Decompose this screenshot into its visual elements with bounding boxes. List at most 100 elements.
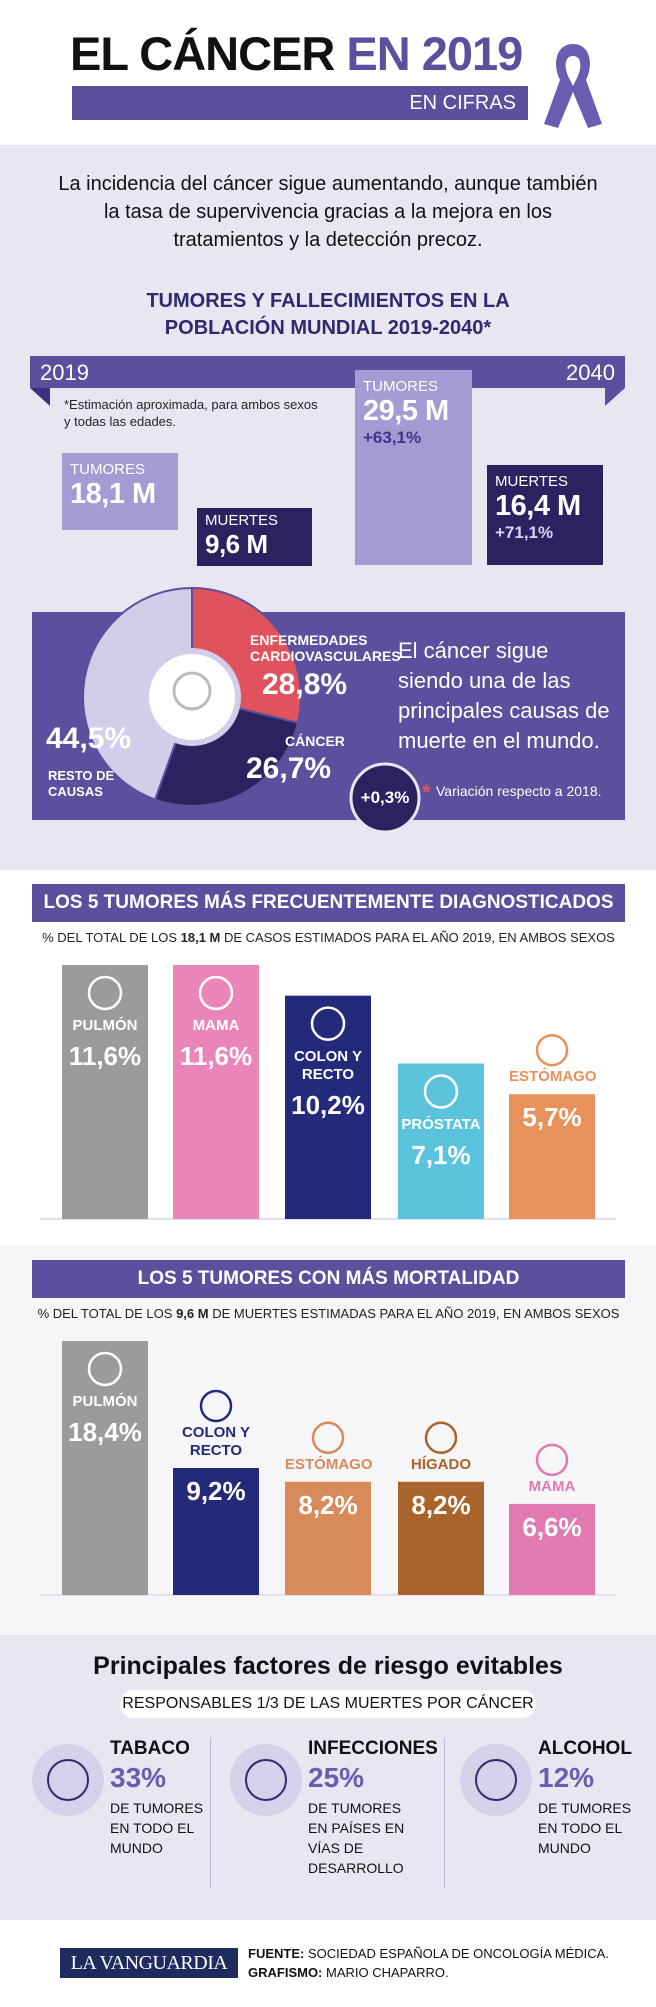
bar-value-label: 5,7% bbox=[522, 1102, 582, 1133]
bar-category: PRÓSTATA bbox=[401, 1115, 481, 1133]
bar-value-label: 9,2% bbox=[186, 1476, 246, 1506]
bar-value-label: 7,1% bbox=[411, 1139, 471, 1170]
change-note: Variación respecto a 2018. bbox=[436, 783, 602, 799]
bar bbox=[62, 965, 148, 1219]
bar-category: MAMA bbox=[192, 1017, 240, 1034]
subtitle-bold: 18,1 M bbox=[180, 930, 221, 945]
organ-icon bbox=[423, 1074, 459, 1109]
title-main: EL CÁNCER bbox=[70, 27, 335, 80]
chart-subtitle: % DEL TOTAL DE LOS 18,1 M DE CASOS ESTIM… bbox=[32, 930, 625, 945]
bar-category: PULMÓN bbox=[72, 1393, 138, 1410]
divider bbox=[444, 1738, 445, 1888]
bar-value-label: 8,2% bbox=[298, 1489, 358, 1520]
timeline-band bbox=[30, 356, 625, 406]
box-tumores-2040: TUMORES 29,5 M +63,1% bbox=[355, 370, 472, 565]
bar-category: ESTÓMAGO bbox=[285, 1455, 373, 1473]
subtitle-part: DE CASOS ESTIMADOS PARA EL AÑO 2019, EN … bbox=[224, 930, 615, 945]
pie-value-label: 44,5% bbox=[46, 722, 132, 755]
pie-value-label: 26,7% bbox=[246, 752, 332, 785]
subtitle: EN CIFRAS bbox=[409, 92, 516, 114]
title: EL CÁNCER EN 2019 bbox=[70, 26, 523, 81]
pie-slice bbox=[82, 586, 193, 801]
organ-icon bbox=[535, 1443, 569, 1477]
risk-icon bbox=[230, 1744, 302, 1816]
box-value: 18,1 M bbox=[70, 478, 156, 510]
subtitle-bold: 9,6 M bbox=[176, 1306, 209, 1321]
bar bbox=[285, 995, 371, 1219]
source: FUENTE: SOCIEDAD ESPAÑOLA DE ONCOLOGÍA M… bbox=[248, 1946, 609, 1961]
bar bbox=[398, 1063, 484, 1219]
ribbon-icon bbox=[544, 44, 602, 128]
box-label: MUERTES bbox=[205, 512, 279, 529]
organ-icon bbox=[310, 1006, 346, 1041]
risk-description: DE TUMORES EN TODO EL MUNDO bbox=[110, 1800, 204, 1856]
chart-subtitle: % DEL TOTAL DE LOS 9,6 M DE MUERTES ESTI… bbox=[32, 1306, 625, 1321]
organ-icon bbox=[535, 1033, 569, 1067]
skull-icon bbox=[172, 671, 212, 711]
risk-description: DE TUMORES EN TODO EL MUNDO bbox=[538, 1800, 632, 1856]
bar bbox=[173, 965, 259, 1219]
bar-value-label: 6,6% bbox=[522, 1511, 582, 1542]
pie-category: ENFERMEDADES CARDIOVASCULARES bbox=[250, 632, 401, 664]
subtitle-part: % DEL TOTAL DE LOS bbox=[37, 1306, 173, 1321]
risk-name: ALCOHOL bbox=[538, 1738, 632, 1759]
bar-value-label: 10,2% bbox=[291, 1089, 365, 1120]
subtitle-part: DE MUERTES ESTIMADAS PARA EL AÑO 2019, E… bbox=[212, 1306, 620, 1321]
pie-category: RESTO DE CAUSAS bbox=[48, 768, 115, 799]
source-label: FUENTE: bbox=[248, 1946, 305, 1961]
year-start: 2019 bbox=[40, 360, 89, 385]
change-label: +0,3% bbox=[360, 788, 410, 807]
bar bbox=[285, 1481, 371, 1595]
organ-icon bbox=[424, 1421, 458, 1455]
risk-icon-line bbox=[245, 1759, 287, 1801]
box-value: 29,5 M bbox=[363, 395, 449, 427]
box-muertes-2040: MUERTES 16,4 M +71,1% bbox=[487, 465, 603, 565]
risk-icon-line bbox=[47, 1759, 89, 1801]
asterisk: * bbox=[422, 780, 431, 805]
risk-description: DE TUMORES EN PAÍSES EN VÍAS DE DESARROL… bbox=[308, 1800, 405, 1876]
risk-title: Principales factores de riesgo evitables bbox=[93, 1652, 563, 1680]
organ-icon bbox=[87, 1351, 123, 1387]
box-label: TUMORES bbox=[70, 461, 145, 478]
box-muertes-2019: MUERTES 9,6 M bbox=[197, 508, 312, 566]
risk-icon bbox=[460, 1744, 532, 1816]
box-change: +63,1% bbox=[363, 428, 422, 447]
organ-icon bbox=[198, 975, 234, 1011]
bar bbox=[62, 1341, 148, 1595]
risk-value: 33% bbox=[110, 1762, 167, 1793]
pie-hole bbox=[143, 648, 241, 746]
timeline-fold bbox=[30, 388, 50, 406]
bar-category: COLON Y RECTO bbox=[293, 1047, 363, 1083]
chart-title: LOS 5 TUMORES MÁS FRECUENTEMENTE DIAGNOS… bbox=[32, 884, 625, 922]
bar-value-label: 11,6% bbox=[179, 1041, 253, 1071]
credit-text: MARIO CHAPARRO. bbox=[326, 1965, 449, 1980]
divider bbox=[210, 1738, 211, 1888]
organ-icon bbox=[87, 975, 123, 1011]
box-change: +71,1% bbox=[495, 523, 554, 542]
box-label: TUMORES bbox=[363, 378, 438, 395]
risk-value: 12% bbox=[538, 1762, 595, 1793]
risk-subtitle: RESPONSABLES 1/3 DE LAS MUERTES POR CÁNC… bbox=[120, 1690, 536, 1718]
bar-category: COLON Y RECTO bbox=[181, 1424, 251, 1459]
change-badge bbox=[349, 762, 421, 834]
risk-bg bbox=[0, 1635, 656, 1920]
logo: LA VANGUARDIA bbox=[60, 1948, 238, 1978]
bar bbox=[509, 1503, 595, 1595]
ribbon bbox=[544, 44, 602, 128]
year-end: 2040 bbox=[566, 360, 615, 385]
organ-icon bbox=[311, 1421, 345, 1455]
title-year: EN 2019 bbox=[346, 27, 523, 80]
bar-category: MAMA bbox=[528, 1477, 576, 1495]
risk-icon bbox=[32, 1744, 104, 1816]
projection-note: *Estimación aproximada, para ambos sexos… bbox=[64, 397, 318, 429]
pie-category: CÁNCER bbox=[285, 733, 345, 749]
intro-text: La incidencia del cáncer sigue aumentand… bbox=[58, 173, 598, 251]
box-tumores-2019: TUMORES 18,1 M bbox=[62, 453, 178, 530]
pie-value-label: 28,8% bbox=[262, 668, 348, 701]
chart-title: LOS 5 TUMORES CON MÁS MORTALIDAD bbox=[32, 1260, 625, 1298]
bar-value-label: 8,2% bbox=[411, 1489, 471, 1520]
credit: GRAFISMO: MARIO CHAPARRO. bbox=[248, 1965, 449, 1980]
risk-name: INFECCIONES bbox=[308, 1738, 438, 1759]
